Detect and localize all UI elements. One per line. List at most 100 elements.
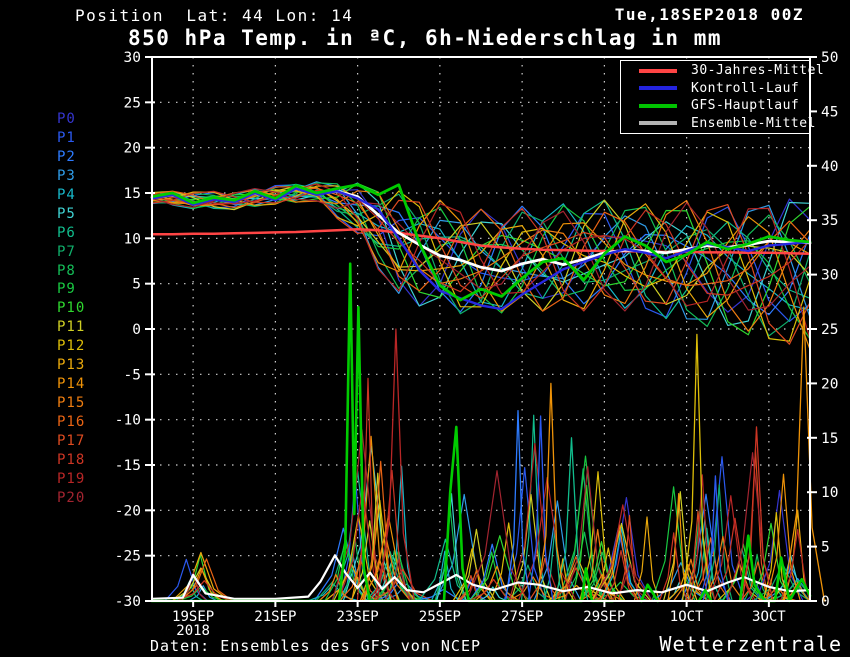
precip-line-ensmean	[150, 554, 812, 600]
member-precip-spike	[356, 377, 380, 602]
position-label: Position	[75, 6, 165, 25]
left-axis-tick-label: 25	[124, 95, 141, 111]
left-axis-tick-label: -10	[115, 413, 141, 429]
member-precip-spike	[510, 494, 552, 602]
member-temp-line	[151, 185, 811, 318]
member-precip-spike-major	[505, 409, 532, 602]
legend-line-swatch	[639, 86, 677, 91]
legend-item: GFS-Hauptlauf	[621, 98, 809, 114]
member-precip-spike	[478, 586, 508, 602]
member-precip-spike	[658, 532, 689, 602]
x-axis-tick-label: 25SEP	[419, 609, 461, 625]
left-axis-tick-label: 15	[124, 186, 141, 202]
member-precip-spike	[365, 551, 416, 602]
member-label-p12: P12	[57, 338, 86, 355]
member-precip-spike	[506, 564, 550, 602]
x-axis-tick-label: 29SEP	[583, 609, 625, 625]
member-precip-spike	[436, 493, 467, 602]
legend-label: 30-Jahres-Mittel	[691, 63, 825, 79]
legend-line-swatch	[639, 103, 677, 108]
member-precip-spike	[591, 522, 652, 602]
left-axis-tick-label: 5	[132, 277, 141, 293]
legend-label: Kontroll-Lauf	[691, 80, 800, 96]
member-label-p1: P1	[57, 129, 76, 146]
member-label-p3: P3	[57, 167, 76, 184]
member-precip-spike	[707, 495, 755, 602]
member-label-p13: P13	[57, 357, 86, 374]
data-source-note: Daten: Ensembles des GFS von NCEP	[150, 637, 482, 655]
x-axis-tick-label: 27SEP	[501, 609, 543, 625]
precip-line-main	[697, 588, 713, 603]
run-datetime: Tue,18SEP2018 00Z	[614, 5, 804, 24]
member-precip-spike-major	[702, 475, 729, 602]
right-axis-tick-label: 5	[821, 540, 830, 556]
member-precip-spike	[691, 527, 723, 602]
x-axis-tick-label: 3OCT	[752, 609, 786, 625]
right-axis-tick-label: 35	[821, 213, 838, 229]
right-axis-tick-label: 15	[821, 431, 838, 447]
member-label-p19: P19	[57, 470, 86, 487]
x-axis-tick-label: 1OCT	[670, 609, 704, 625]
member-precip-spike	[179, 558, 234, 602]
member-precip-spike	[508, 443, 562, 602]
member-precip-spike	[384, 558, 414, 602]
member-precip-spike	[667, 493, 691, 602]
member-precip-spike	[363, 460, 399, 602]
member-temp-line	[151, 186, 811, 345]
member-label-p4: P4	[57, 186, 76, 203]
member-precip-spike	[507, 576, 559, 602]
member-temp-line	[151, 189, 811, 312]
member-precip-spike	[739, 561, 776, 602]
member-label-p18: P18	[57, 451, 86, 468]
member-label-p10: P10	[57, 300, 86, 317]
member-label-p8: P8	[57, 262, 76, 279]
member-precip-spike	[765, 473, 802, 602]
member-precip-spike-major	[376, 328, 416, 602]
member-label-p5: P5	[57, 205, 76, 222]
member-temp-line	[151, 181, 811, 320]
member-precip-spike	[603, 549, 639, 602]
member-precip-spike	[489, 522, 528, 602]
member-precip-spike-major	[535, 382, 566, 602]
member-precip-spike	[570, 484, 603, 602]
member-precip-spike	[171, 551, 231, 602]
legend-item: Ensemble-Mittel	[621, 115, 815, 131]
legend-item: Kontroll-Lauf	[621, 80, 809, 96]
member-label-p14: P14	[57, 376, 86, 393]
member-temp-line	[151, 189, 811, 340]
member-precip-spike	[469, 535, 531, 602]
right-axis-tick-label: 45	[821, 104, 838, 120]
temp-line-mean30y	[150, 228, 812, 255]
member-precip-spike	[188, 585, 219, 602]
member-label-p6: P6	[57, 224, 76, 241]
member-label-p9: P9	[57, 281, 76, 298]
latitude-value: Lat: 44	[186, 6, 265, 25]
member-precip-spike	[550, 558, 575, 602]
member-precip-spike	[592, 504, 653, 602]
left-axis-tick-label: 20	[124, 141, 141, 157]
x-axis-tick-label: 23SEP	[337, 609, 379, 625]
member-label-column: P0 P1 P2 P3 P4 P5 P6 P7 P8 P9 P10 P11 P12 P13 P14 P15 P1…	[57, 110, 85, 508]
x-axis-tick-label: 21SEP	[254, 609, 296, 625]
member-precip-spike	[651, 486, 696, 602]
left-axis-tick-label: 10	[124, 231, 141, 247]
member-precip-spike	[359, 532, 412, 602]
member-precip-spike	[662, 491, 698, 602]
longitude-value: Lon: 14	[275, 6, 354, 25]
member-precip-spike-major	[739, 426, 774, 602]
legend-line-swatch	[639, 68, 677, 73]
left-axis-tick-label: -5	[124, 367, 141, 383]
right-axis-tick-label: 25	[821, 322, 838, 338]
member-precip-spike-major	[527, 415, 554, 602]
brand-wordmark: Wetterzentrale	[659, 632, 842, 656]
right-axis-tick-label: 50	[821, 50, 838, 66]
member-label-p15: P15	[57, 395, 86, 412]
chart-title: 850 hPa Temp. in ªC, 6h-Niederschlag in …	[127, 26, 722, 50]
left-axis-tick-label: -30	[115, 594, 141, 610]
member-precip-spike	[560, 468, 606, 602]
member-label-p11: P11	[57, 319, 86, 336]
member-precip-spike	[690, 537, 731, 602]
member-precip-spike-major	[554, 437, 589, 602]
